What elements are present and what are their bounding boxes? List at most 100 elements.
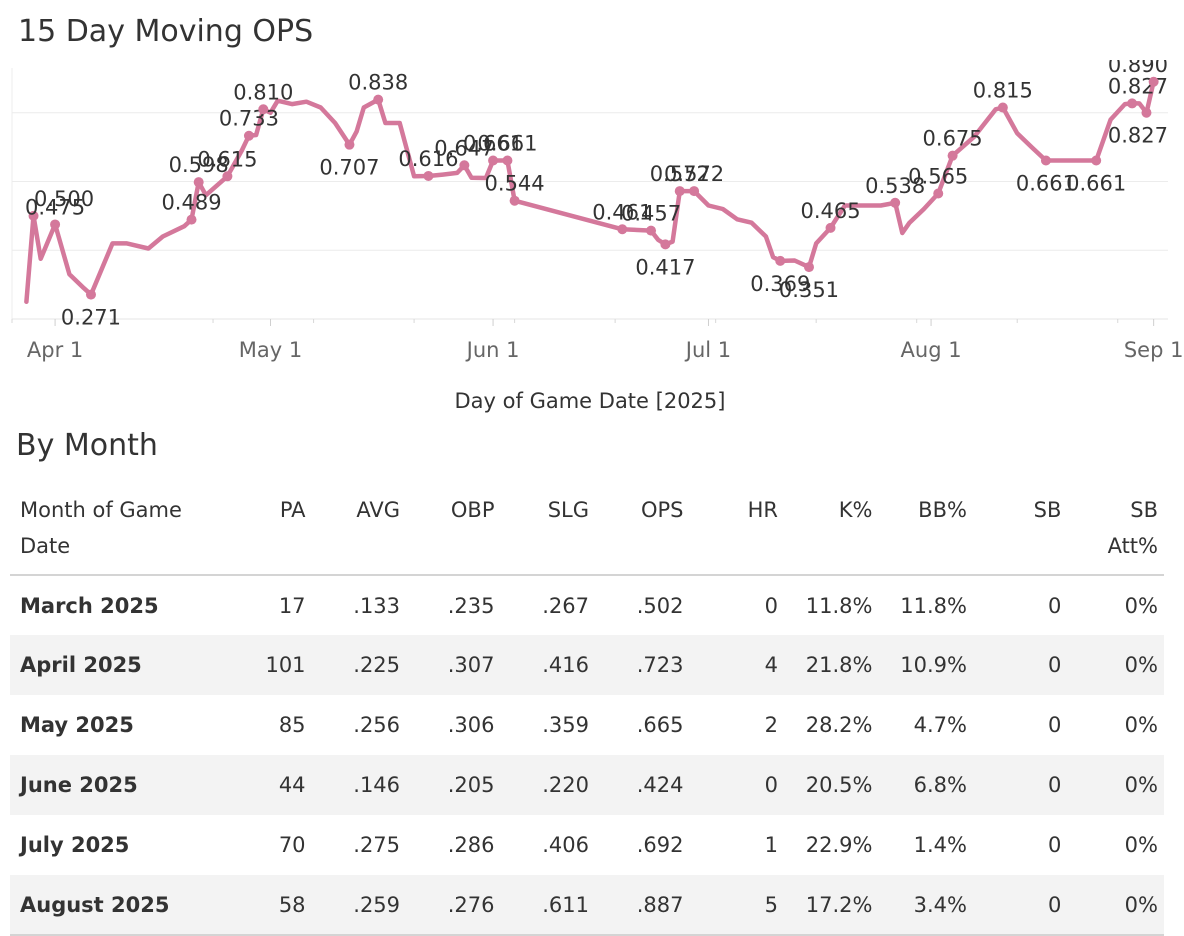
cell-pa: 44 xyxy=(211,755,312,815)
data-point xyxy=(186,214,197,225)
data-label: 0.500 xyxy=(34,187,94,211)
header-bb-pct[interactable]: BB% xyxy=(878,486,973,576)
cell-bb-pct: 3.4% xyxy=(878,875,973,936)
cell-sb: 0 xyxy=(1048,593,1062,618)
cell-month: March 2025 xyxy=(20,593,159,618)
header-slg[interactable]: SLG xyxy=(500,486,595,576)
cell-slg: .611 xyxy=(500,875,595,936)
data-label: 0.810 xyxy=(233,80,293,104)
data-label: 0.598 xyxy=(169,153,229,177)
header-hr[interactable]: HR xyxy=(689,486,784,576)
cell-ops: .723 xyxy=(595,635,690,695)
data-point xyxy=(243,130,254,141)
monthly-stats-table: Month of Game Date PA AVG OBP SLG OPS HR… xyxy=(10,486,1164,936)
cell-slg: .406 xyxy=(542,833,589,857)
header-k-pct[interactable]: K% xyxy=(783,486,879,576)
data-label: 0.890 xyxy=(1108,60,1168,77)
data-label: 0.351 xyxy=(779,278,839,302)
header-ops[interactable]: OPS xyxy=(595,486,690,576)
data-label: 0.661 xyxy=(1066,171,1126,195)
cell-month: April 2025 xyxy=(10,635,212,695)
header-sb-att-pct[interactable]: SB Att% xyxy=(1067,486,1164,576)
data-point xyxy=(947,150,958,161)
x-tick-label: Sep 1 xyxy=(1124,338,1184,362)
cell-sb-att-pct: 0% xyxy=(1067,755,1164,815)
table-row: July 2025 70 .275 .286 .406 .692 1 22.9%… xyxy=(10,815,1164,875)
cell-month: July 2025 xyxy=(20,833,130,857)
data-label: 0.661 xyxy=(463,131,523,155)
data-label: 0.572 xyxy=(650,162,710,186)
cell-pa: 17 xyxy=(278,593,306,618)
data-point xyxy=(258,104,269,115)
cell-month: May 2025 xyxy=(20,713,134,737)
data-label: 0.572 xyxy=(664,162,724,186)
cell-sb: 0 xyxy=(972,635,1068,695)
cell-avg: .146 xyxy=(311,755,407,815)
cell-obp: .276 xyxy=(406,875,501,936)
data-point xyxy=(689,186,700,197)
data-label: 0.733 xyxy=(219,107,279,131)
data-label: 0.661 xyxy=(1016,171,1076,195)
header-avg[interactable]: AVG xyxy=(311,486,407,576)
header-pa[interactable]: PA xyxy=(211,486,312,576)
cell-sb-att-pct: 0% xyxy=(1124,833,1158,857)
cell-k-pct: 22.9% xyxy=(805,833,873,857)
cell-month: June 2025 xyxy=(10,755,212,815)
data-point xyxy=(509,195,520,206)
data-label: 0.615 xyxy=(197,147,257,171)
cell-slg: .267 xyxy=(542,593,589,618)
cell-obp: .235 xyxy=(447,593,495,618)
cell-pa: 70 xyxy=(278,833,306,857)
data-point xyxy=(373,94,384,105)
data-point xyxy=(502,155,513,166)
cell-bb-pct: 11.8% xyxy=(900,593,967,618)
data-label: 0.457 xyxy=(621,202,681,226)
cell-avg: .133 xyxy=(353,593,401,618)
cell-sb: 0 xyxy=(972,755,1068,815)
data-point xyxy=(1127,98,1138,109)
cell-month: August 2025 xyxy=(10,875,212,936)
ops-line-chart: Apr 1 May 1 Jun 1 Jul 1 Aug 1 Sep 1 0.5000.475… xyxy=(11,60,1184,362)
data-point xyxy=(222,171,233,182)
table-title: By Month xyxy=(16,428,158,463)
cell-sb-att-pct: 0% xyxy=(1067,875,1164,936)
header-obp[interactable]: OBP xyxy=(406,486,501,576)
cell-k-pct: 11.8% xyxy=(805,593,873,618)
data-label: 0.475 xyxy=(25,195,85,219)
x-tick-label: Apr 1 xyxy=(27,338,83,362)
cell-k-pct: 17.2% xyxy=(783,875,879,936)
data-label: 0.815 xyxy=(973,79,1033,103)
data-point xyxy=(825,222,836,233)
cell-obp: .306 xyxy=(447,713,495,737)
header-sb[interactable]: SB xyxy=(972,486,1068,576)
data-label: 0.271 xyxy=(61,306,121,330)
data-label: 0.827 xyxy=(1108,74,1168,98)
table-row: June 2025 44 .146 .205 .220 .424 0 20.5%… xyxy=(10,755,1164,815)
cell-sb: 0 xyxy=(1048,833,1062,857)
data-label: 0.647 xyxy=(434,136,494,160)
data-label: 0.544 xyxy=(485,172,545,196)
table-row: April 2025 101 .225 .307 .416 .723 4 21.… xyxy=(10,635,1164,695)
table-row: May 2025 85 .256 .306 .359 .665 2 28.2% … xyxy=(10,695,1164,755)
x-tick-label: May 1 xyxy=(239,338,302,362)
data-point xyxy=(50,219,61,230)
data-label: 0.461 xyxy=(592,200,652,224)
cell-k-pct: 28.2% xyxy=(805,713,873,737)
data-point xyxy=(890,197,901,208)
cell-ops: .502 xyxy=(636,593,684,618)
cell-ops: .424 xyxy=(595,755,690,815)
data-point xyxy=(193,177,204,188)
cell-sb: 0 xyxy=(972,875,1068,936)
data-label: 0.465 xyxy=(800,199,860,223)
cell-bb-pct: 1.4% xyxy=(913,833,967,857)
header-month[interactable]: Month of Game Date xyxy=(10,486,212,576)
cell-avg: .275 xyxy=(353,833,401,857)
cell-slg: .416 xyxy=(500,635,595,695)
data-label: 0.827 xyxy=(1108,124,1168,148)
cell-obp: .205 xyxy=(406,755,501,815)
data-point xyxy=(459,160,470,171)
cell-sb-att-pct: 0% xyxy=(1124,593,1158,618)
cell-avg: .259 xyxy=(311,875,407,936)
table-row: August 2025 58 .259 .276 .611 .887 5 17.… xyxy=(10,875,1164,936)
data-point xyxy=(803,262,814,273)
